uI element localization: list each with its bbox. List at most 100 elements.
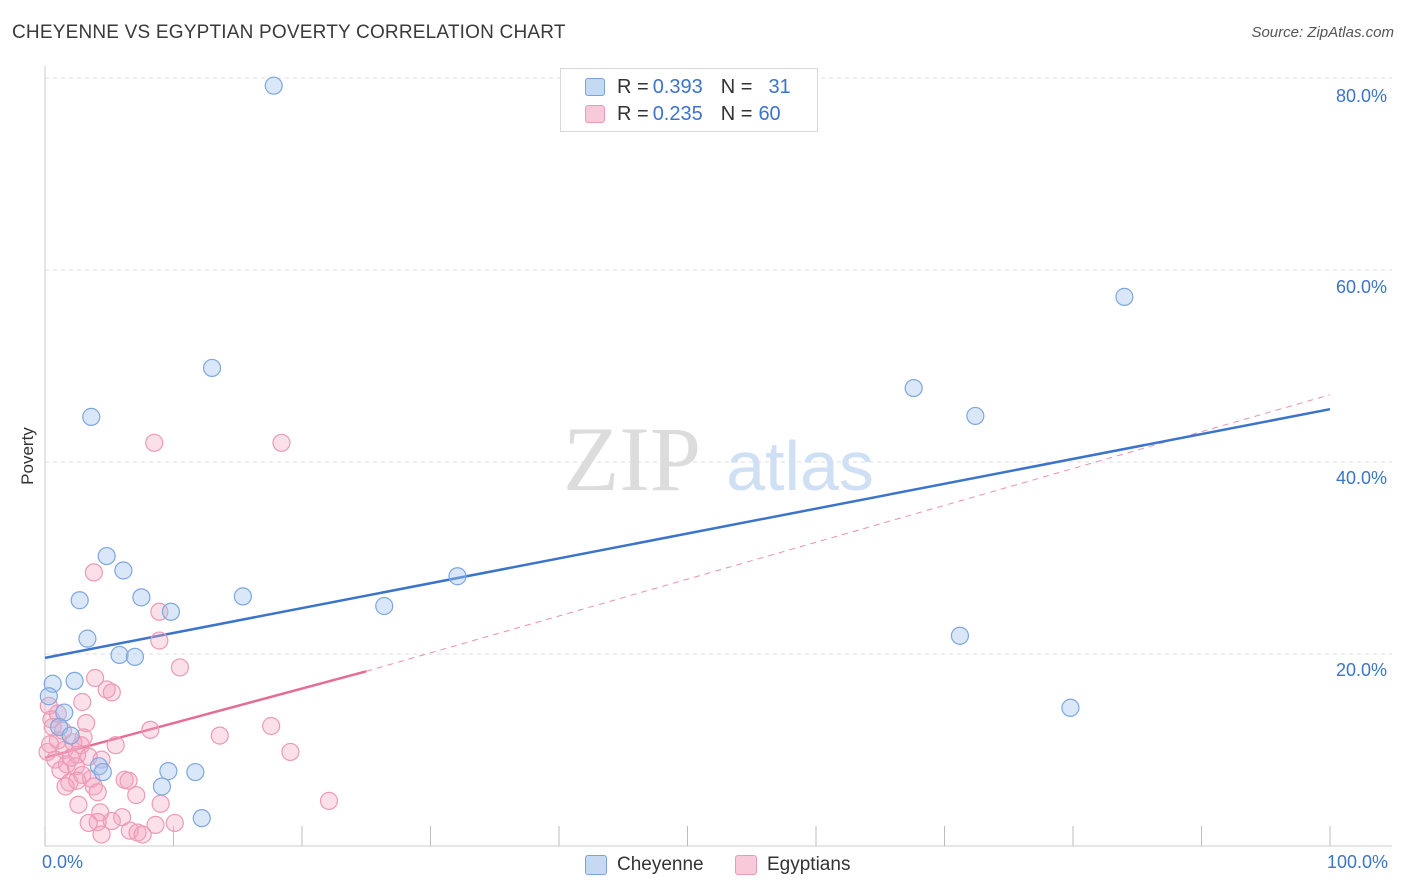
cheyenne-legend-label: Cheyenne	[617, 854, 704, 875]
egyptians-point	[41, 735, 60, 754]
egyptians-point	[48, 704, 67, 723]
axes	[44, 66, 1392, 847]
cheyenne-point	[61, 726, 80, 745]
egyptians-point	[281, 742, 300, 762]
watermark: ZIP atlas	[563, 408, 874, 510]
egyptians-n-value: 60	[758, 102, 781, 125]
egyptians-trend-extension	[366, 394, 1331, 672]
cheyenne-point	[161, 602, 181, 621]
cheyenne-point	[97, 546, 116, 566]
cheyenne-point	[904, 378, 923, 398]
cheyenne-point	[55, 703, 74, 722]
cheyenne-point	[70, 591, 89, 610]
n-label: N =	[720, 102, 753, 125]
cheyenne-swatch	[585, 78, 605, 96]
cheyenne-points	[39, 76, 1134, 828]
y-tick-label: 80.0%	[1336, 86, 1388, 106]
egyptians-point	[127, 786, 146, 805]
cheyenne-point	[125, 647, 145, 666]
cheyenne-point	[448, 567, 467, 586]
cheyenne-point	[152, 777, 172, 796]
egyptians-point	[84, 563, 103, 582]
cheyenne-point	[132, 588, 151, 607]
x-tick-label-min: 0.0%	[42, 852, 84, 872]
egyptians-point	[151, 794, 170, 813]
egyptians-points	[38, 433, 339, 844]
cheyenne-trend-line	[44, 407, 1331, 660]
egyptians-point	[165, 813, 184, 833]
cheyenne-point	[110, 645, 129, 665]
cheyenne-legend-swatch	[585, 855, 607, 875]
chart-title: CHEYENNE VS EGYPTIAN POVERTY CORRELATION…	[12, 22, 566, 43]
cheyenne-point	[264, 76, 283, 95]
egyptians-point	[92, 825, 111, 844]
cheyenne-point	[93, 762, 112, 782]
gridlines	[45, 77, 1392, 655]
egyptians-point	[319, 791, 339, 810]
egyptians-point	[102, 811, 121, 831]
egyptians-point	[51, 761, 70, 780]
cheyenne-point	[202, 358, 222, 378]
r-label: R =	[617, 102, 649, 125]
watermark-zip: ZIP	[563, 408, 701, 510]
cheyenne-point	[114, 561, 133, 580]
egyptians-point	[79, 813, 98, 833]
y-axis-label: Poverty	[18, 427, 37, 485]
watermark-atlas: atlas	[726, 427, 874, 505]
cheyenne-point	[186, 762, 205, 782]
egyptians-point	[73, 692, 92, 712]
stats-legend-row-cheyenne: R = 0.393 N = 31	[585, 75, 791, 99]
cheyenne-point	[375, 596, 394, 616]
cheyenne-point	[966, 406, 985, 426]
n-label: N =	[720, 75, 753, 98]
egyptians-point	[170, 658, 190, 677]
egyptians-point	[133, 825, 152, 844]
legend-item-egyptians[interactable]: Egyptians	[735, 852, 850, 878]
egyptians-point	[68, 771, 87, 790]
egyptians-point	[262, 716, 281, 736]
cheyenne-n-value: 31	[768, 75, 791, 98]
egyptians-point	[146, 815, 165, 834]
egyptians-point	[61, 748, 80, 767]
y-tick-label: 60.0%	[1336, 277, 1388, 297]
egyptians-point	[112, 808, 132, 827]
egyptians-point	[69, 795, 88, 814]
egyptians-point	[102, 683, 121, 702]
cheyenne-point	[1115, 287, 1134, 306]
cheyenne-point	[39, 687, 58, 706]
cheyenne-point	[950, 626, 970, 645]
egyptians-swatch	[585, 105, 605, 123]
egyptians-point	[56, 777, 75, 796]
egyptians-point	[86, 668, 105, 688]
y-tick-label: 40.0%	[1336, 468, 1388, 488]
egyptians-legend-swatch	[735, 855, 757, 875]
egyptians-point	[141, 720, 160, 739]
cheyenne-point	[78, 629, 97, 648]
cheyenne-point	[192, 809, 211, 828]
r-label: R =	[617, 75, 649, 98]
cheyenne-point	[1061, 698, 1080, 717]
egyptians-point	[272, 433, 291, 452]
egyptians-point	[77, 714, 96, 733]
trend-lines	[44, 394, 1331, 759]
egyptians-point	[145, 433, 164, 452]
cheyenne-point	[82, 407, 101, 426]
cheyenne-point	[65, 671, 84, 690]
egyptians-point	[43, 717, 62, 737]
cheyenne-r-value: 0.393	[652, 75, 703, 98]
stats-legend-row-egyptians: R = 0.235 N = 60	[585, 102, 781, 126]
cheyenne-point	[233, 587, 252, 606]
egyptians-r-value: 0.235	[652, 102, 703, 125]
stats-legend: R = 0.393 N = 31 R = 0.235 N = 60	[560, 68, 818, 132]
egyptians-point	[88, 783, 107, 802]
source-text: Source: ZipAtlas.com	[1251, 24, 1394, 41]
egyptians-legend-label: Egyptians	[767, 854, 851, 875]
egyptians-point	[210, 726, 229, 745]
egyptians-point	[106, 736, 125, 755]
egyptians-point	[150, 631, 169, 650]
x-tick-label-max: 100.0%	[1327, 852, 1389, 872]
cheyenne-point	[159, 762, 178, 781]
egyptians-point	[119, 771, 138, 790]
legend-item-cheyenne[interactable]: Cheyenne	[585, 852, 704, 878]
